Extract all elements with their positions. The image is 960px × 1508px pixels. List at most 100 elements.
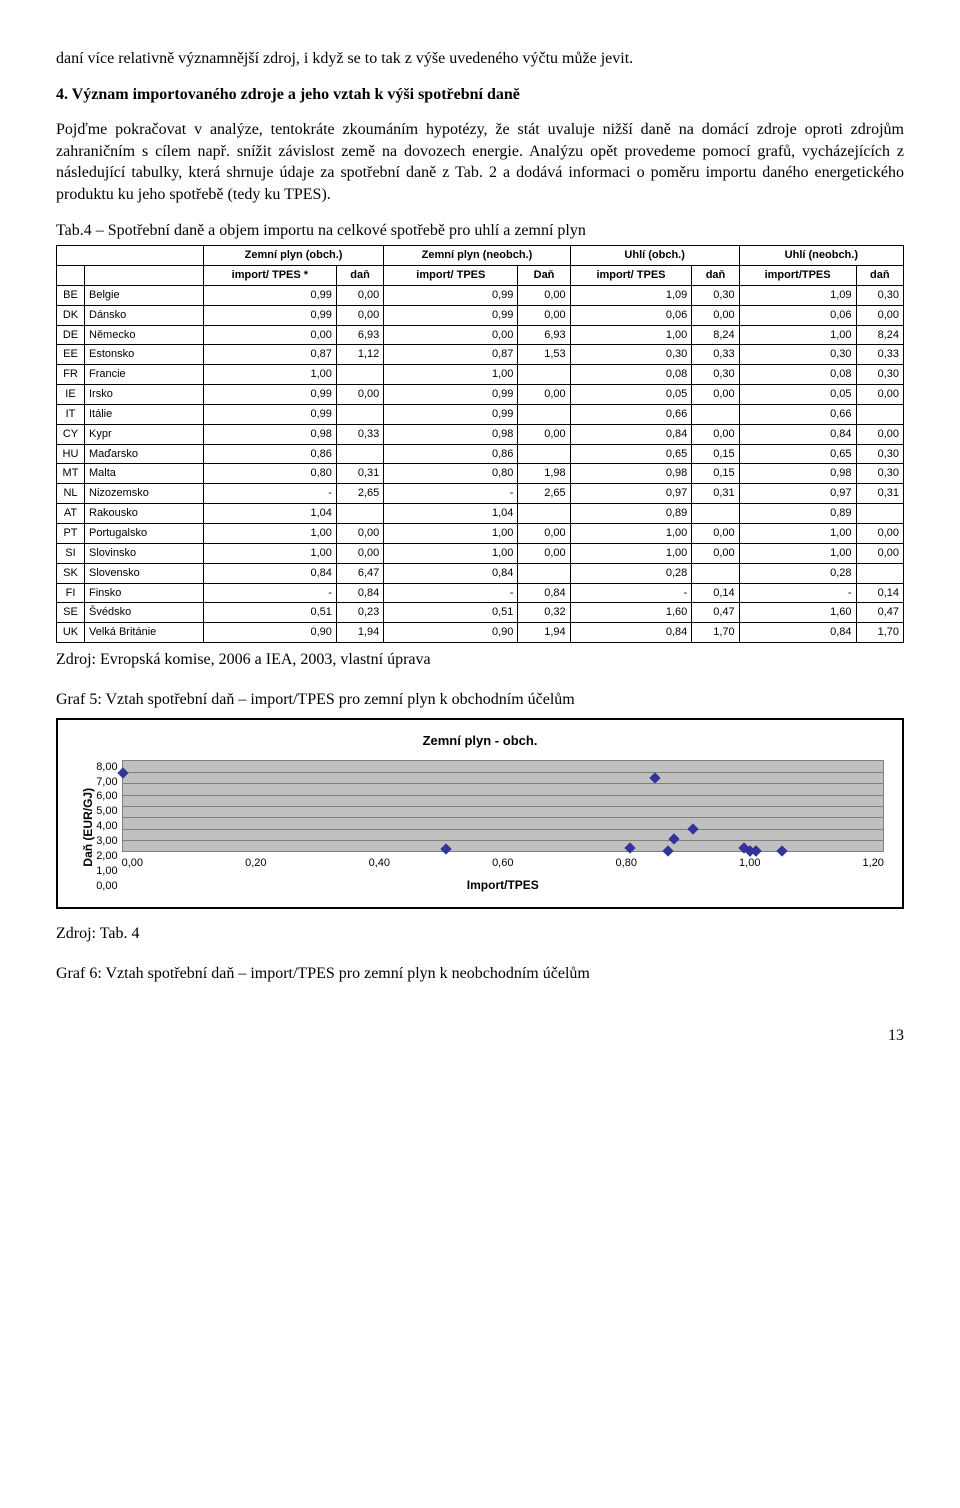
table-row: FRFrancie1,001,000,080,300,080,30 bbox=[57, 365, 904, 385]
cell-value: 1,60 bbox=[570, 603, 692, 623]
chart-container: Zemní plyn - obch. Daň (EUR/GJ) 8,007,00… bbox=[56, 718, 904, 909]
cell-value: 0,30 bbox=[856, 464, 903, 484]
cell-value: 0,30 bbox=[692, 365, 739, 385]
cell-value: 1,00 bbox=[203, 543, 336, 563]
cell-value: 0,00 bbox=[856, 305, 903, 325]
cell-value: 8,24 bbox=[692, 325, 739, 345]
cell-value: 1,00 bbox=[570, 543, 692, 563]
cell-value: 0,15 bbox=[692, 464, 739, 484]
cell-value: 1,00 bbox=[203, 523, 336, 543]
x-tick: 0,20 bbox=[245, 856, 266, 871]
cell-value bbox=[336, 444, 383, 464]
cell-value bbox=[692, 563, 739, 583]
cell-value: 1,00 bbox=[739, 523, 856, 543]
cell-value: 0,08 bbox=[570, 365, 692, 385]
country-name: Francie bbox=[85, 365, 204, 385]
cell-value: 0,14 bbox=[856, 583, 903, 603]
cell-value: 0,05 bbox=[739, 385, 856, 405]
country-code: DK bbox=[57, 305, 85, 325]
cell-value: 0,84 bbox=[518, 583, 570, 603]
cell-value: 0,90 bbox=[203, 623, 336, 643]
country-name: Slovensko bbox=[85, 563, 204, 583]
cell-value: 0,47 bbox=[856, 603, 903, 623]
table-row: DENěmecko0,006,930,006,931,008,241,008,2… bbox=[57, 325, 904, 345]
country-name: Rakousko bbox=[85, 504, 204, 524]
data-point bbox=[662, 846, 673, 857]
table-row: SEŠvédsko0,510,230,510,321,600,471,600,4… bbox=[57, 603, 904, 623]
table-source: Zdroj: Evropská komise, 2006 a IEA, 2003… bbox=[56, 649, 904, 671]
cell-value: 0,90 bbox=[384, 623, 518, 643]
cell-value: 0,80 bbox=[203, 464, 336, 484]
country-name: Velká Británie bbox=[85, 623, 204, 643]
cell-value: 1,53 bbox=[518, 345, 570, 365]
data-point bbox=[440, 843, 451, 854]
group-header bbox=[57, 246, 204, 266]
cell-value: 0,98 bbox=[384, 424, 518, 444]
country-name: Portugalsko bbox=[85, 523, 204, 543]
cell-value bbox=[336, 404, 383, 424]
cell-value bbox=[518, 563, 570, 583]
cell-value bbox=[336, 504, 383, 524]
cell-value: 0,06 bbox=[570, 305, 692, 325]
cell-value: 0,47 bbox=[692, 603, 739, 623]
cell-value: 0,00 bbox=[856, 523, 903, 543]
country-name: Dánsko bbox=[85, 305, 204, 325]
cell-value: 0,30 bbox=[570, 345, 692, 365]
y-tick: 4,00 bbox=[96, 819, 117, 834]
gridline bbox=[123, 795, 883, 796]
cell-value: 0,00 bbox=[336, 285, 383, 305]
y-axis-ticks: 8,007,006,005,004,003,002,001,000,00 bbox=[96, 760, 121, 894]
x-tick: 1,20 bbox=[863, 856, 884, 871]
gridline bbox=[123, 806, 883, 807]
sub-header: daň bbox=[856, 266, 903, 286]
gridline bbox=[123, 817, 883, 818]
cell-value: 0,66 bbox=[570, 404, 692, 424]
cell-value: 0,84 bbox=[203, 563, 336, 583]
cell-value: 0,14 bbox=[692, 583, 739, 603]
table-row: SKSlovensko0,846,470,840,280,28 bbox=[57, 563, 904, 583]
country-code: SK bbox=[57, 563, 85, 583]
gridline bbox=[123, 772, 883, 773]
cell-value: 0,06 bbox=[739, 305, 856, 325]
cell-value: 1,70 bbox=[856, 623, 903, 643]
cell-value: 0,98 bbox=[739, 464, 856, 484]
cell-value: 1,00 bbox=[384, 365, 518, 385]
x-tick: 0,40 bbox=[369, 856, 390, 871]
cell-value: 1,04 bbox=[203, 504, 336, 524]
table-row: ATRakousko1,041,040,890,89 bbox=[57, 504, 904, 524]
cell-value: 0,99 bbox=[384, 285, 518, 305]
table-row: ITItálie0,990,990,660,66 bbox=[57, 404, 904, 424]
cell-value: 1,60 bbox=[739, 603, 856, 623]
cell-value bbox=[518, 504, 570, 524]
sub-header bbox=[57, 266, 85, 286]
country-name: Kypr bbox=[85, 424, 204, 444]
gridline bbox=[123, 840, 883, 841]
sub-header: Daň bbox=[518, 266, 570, 286]
cell-value: 0,99 bbox=[384, 305, 518, 325]
cell-value: 0,31 bbox=[692, 484, 739, 504]
country-name: Slovinsko bbox=[85, 543, 204, 563]
y-tick: 2,00 bbox=[96, 849, 117, 864]
cell-value bbox=[518, 444, 570, 464]
table-row: NLNizozemsko-2,65-2,650,970,310,970,31 bbox=[57, 484, 904, 504]
cell-value: 0,80 bbox=[384, 464, 518, 484]
cell-value: 0,00 bbox=[692, 305, 739, 325]
cell-value: 0,32 bbox=[518, 603, 570, 623]
country-name: Švédsko bbox=[85, 603, 204, 623]
cell-value: 0,00 bbox=[518, 305, 570, 325]
sub-header: import/TPES bbox=[739, 266, 856, 286]
cell-value: 1,00 bbox=[384, 523, 518, 543]
cell-value: 0,08 bbox=[739, 365, 856, 385]
table-row: UKVelká Británie0,901,940,901,940,841,70… bbox=[57, 623, 904, 643]
cell-value: 0,84 bbox=[739, 623, 856, 643]
cell-value: 6,93 bbox=[336, 325, 383, 345]
cell-value: 0,33 bbox=[856, 345, 903, 365]
cell-value: 0,30 bbox=[856, 444, 903, 464]
cell-value bbox=[692, 504, 739, 524]
cell-value: 0,00 bbox=[336, 543, 383, 563]
cell-value: 0,86 bbox=[384, 444, 518, 464]
tab4-table: Zemní plyn (obch.)Zemní plyn (neobch.)Uh… bbox=[56, 245, 904, 643]
cell-value: 2,65 bbox=[518, 484, 570, 504]
country-code: CY bbox=[57, 424, 85, 444]
country-code: NL bbox=[57, 484, 85, 504]
